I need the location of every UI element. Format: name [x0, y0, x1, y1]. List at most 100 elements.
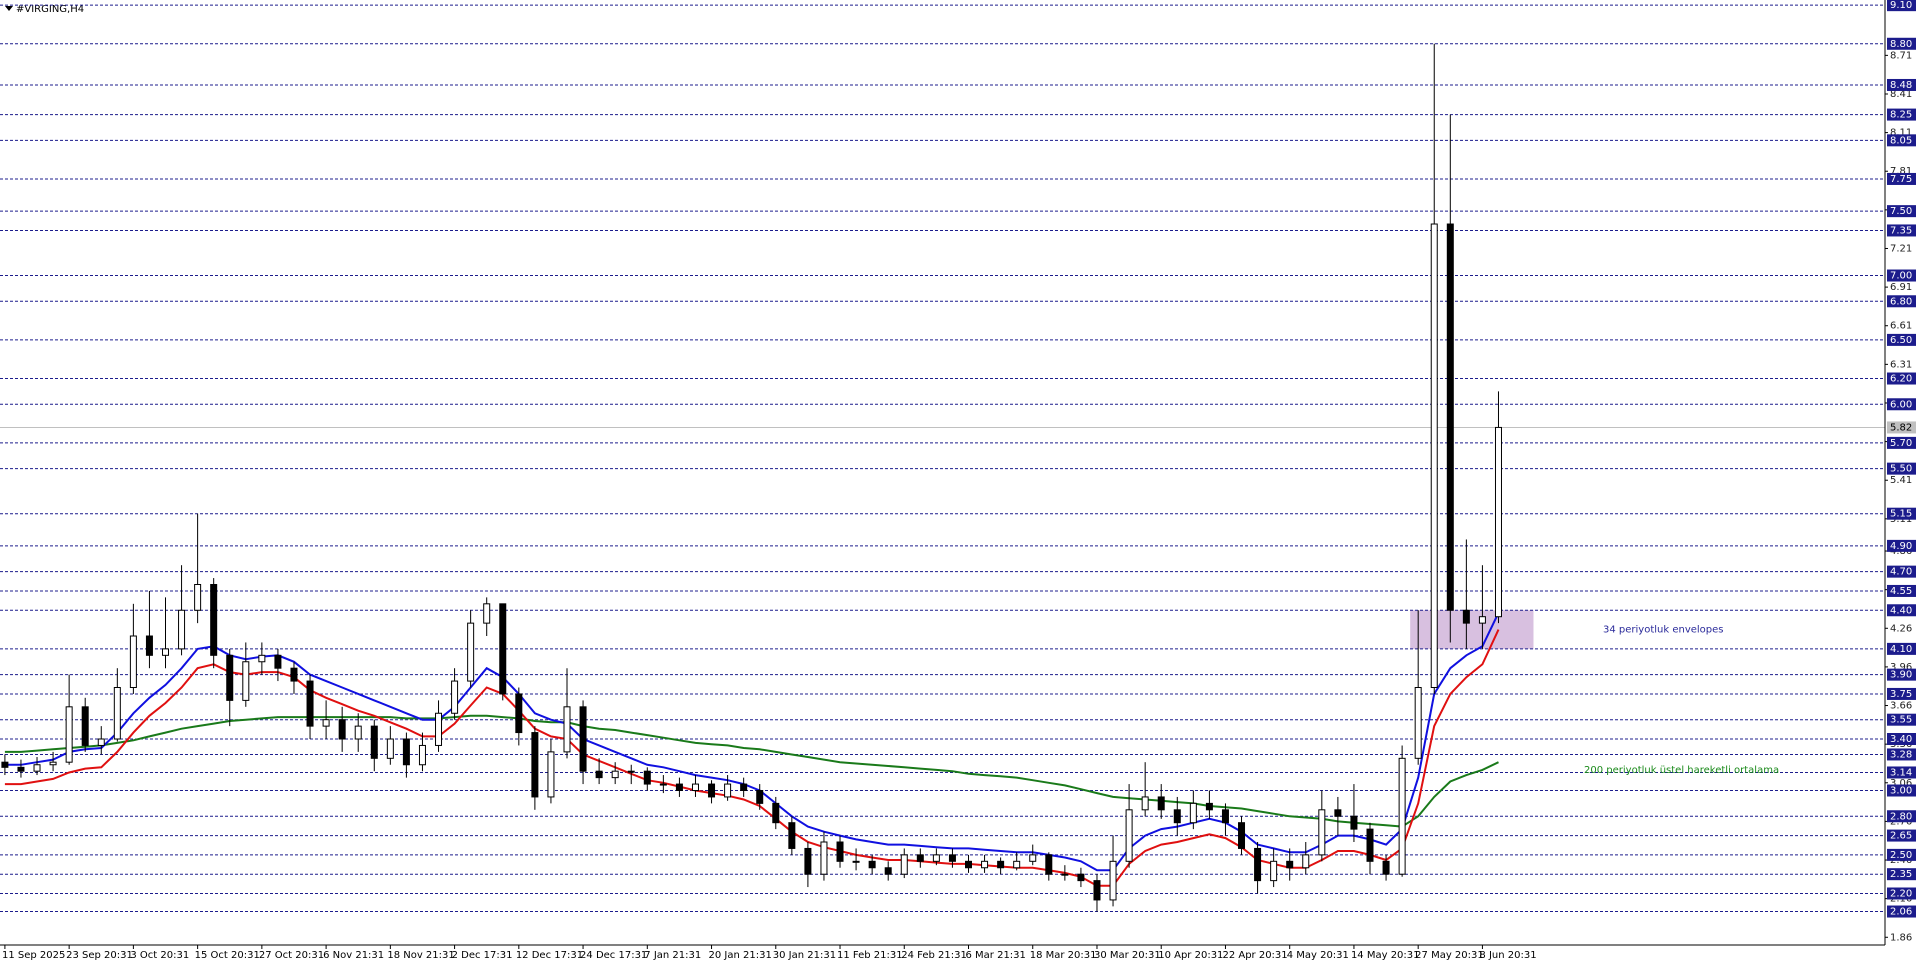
level-label: 4.40 — [1890, 605, 1912, 616]
candle-body — [17, 766, 25, 772]
candle-body — [1077, 873, 1085, 882]
candle-body — [1045, 854, 1053, 875]
current-price-label: 5.82 — [1890, 422, 1912, 433]
candle-body — [354, 725, 362, 740]
level-label-box — [1887, 372, 1916, 385]
candle-body — [900, 854, 908, 875]
candle-body — [1173, 809, 1181, 824]
title-icon — [5, 6, 13, 11]
level-label-box — [1887, 748, 1916, 761]
candle-body — [145, 635, 153, 656]
level-label: 8.48 — [1890, 80, 1912, 91]
level-label-box — [1887, 668, 1916, 681]
level-label: 8.25 — [1890, 110, 1912, 121]
candle-body — [65, 706, 73, 763]
x-tick-label: 6 Nov 21:31 — [323, 950, 384, 961]
candle-body — [820, 841, 828, 875]
candle-body — [1013, 860, 1021, 869]
candle-body — [1157, 796, 1165, 811]
level-label: 2.06 — [1890, 907, 1912, 918]
level-label-box — [1887, 733, 1916, 746]
candle-body — [1430, 223, 1438, 689]
level-label: 5.15 — [1890, 509, 1912, 520]
candle-body — [1382, 860, 1390, 875]
level-label: 6.00 — [1890, 399, 1912, 410]
candle-body — [627, 770, 635, 773]
level-label: 7.35 — [1890, 225, 1912, 236]
x-tick-label: 30 Mar 20:31 — [1094, 950, 1161, 961]
x-tick-label: 11 Sep 2025 — [2, 950, 65, 961]
level-label-box — [1887, 507, 1916, 520]
level-label: 6.50 — [1890, 335, 1912, 346]
candle-body — [1, 761, 9, 768]
candle-body — [997, 860, 1005, 869]
level-label-box — [1887, 604, 1916, 617]
candle-body — [772, 802, 780, 824]
candle-body — [1462, 609, 1470, 624]
level-label-box — [1887, 172, 1916, 185]
candle-body — [1141, 796, 1149, 811]
candle-body — [1238, 822, 1246, 849]
candle-body — [659, 783, 667, 786]
candle-body — [1189, 802, 1197, 824]
level-label: 3.75 — [1890, 689, 1912, 700]
level-label: 2.50 — [1890, 850, 1912, 861]
level-label: 5.70 — [1890, 438, 1912, 449]
level-label-box — [1887, 295, 1916, 308]
candle-body — [579, 706, 587, 772]
level-label: 3.28 — [1890, 749, 1912, 760]
candle-body — [210, 584, 218, 656]
candle-body — [708, 783, 716, 798]
level-label: 4.70 — [1890, 567, 1912, 578]
level-label: 3.55 — [1890, 715, 1912, 726]
candle-body — [418, 744, 426, 766]
candle-body — [1366, 828, 1374, 862]
candle-body — [724, 783, 732, 798]
level-label-box — [1887, 269, 1916, 282]
x-tick-label: 22 Apr 20:31 — [1222, 950, 1287, 961]
candle-body — [547, 751, 555, 798]
x-tick-label: 23 Sep 20:31 — [66, 950, 133, 961]
x-tick-label: 7 Jan 21:31 — [644, 950, 701, 961]
candle-body — [178, 609, 186, 650]
candle-body — [948, 854, 956, 862]
candle-body — [1398, 757, 1406, 875]
candle-body — [756, 790, 764, 804]
candle-body — [1302, 854, 1310, 869]
x-tick-label: 15 Oct 20:31 — [195, 950, 260, 961]
candle-body — [1478, 616, 1486, 624]
level-label-box — [1887, 539, 1916, 552]
x-tick-label: 24 Feb 21:31 — [901, 950, 967, 961]
candle-body — [1205, 802, 1213, 811]
y-tick-label: 3.96 — [1890, 662, 1912, 673]
candle-body — [836, 841, 844, 862]
y-tick-label: 3.66 — [1890, 701, 1912, 712]
moving-average-line — [4, 629, 1500, 887]
annotation: 200 periyotluk üstel hareketli ortalama — [1584, 765, 1779, 776]
level-label: 4.10 — [1890, 644, 1912, 655]
x-tick-label: 8 Jun 20:31 — [1479, 950, 1536, 961]
moving-average-line — [4, 714, 1499, 828]
candle-body — [1029, 854, 1037, 862]
candle-body — [563, 706, 571, 753]
level-label-box — [1887, 766, 1916, 779]
level-label-box — [1887, 784, 1916, 797]
candle-body — [515, 693, 523, 734]
x-tick-label: 2 Dec 17:31 — [452, 950, 513, 961]
y-tick-label: 7.21 — [1890, 243, 1912, 254]
y-tick-label: 8.71 — [1890, 50, 1912, 61]
candle-body — [290, 667, 298, 682]
candle-body — [306, 680, 314, 727]
candle-body — [1494, 426, 1502, 618]
candle-body — [81, 706, 89, 746]
level-label: 7.00 — [1890, 271, 1912, 282]
level-label-box — [1887, 642, 1916, 655]
x-tick-label: 6 Mar 21:31 — [966, 950, 1026, 961]
level-label: 6.20 — [1890, 374, 1912, 385]
candle-body — [1109, 860, 1117, 901]
level-label-box — [1887, 398, 1916, 411]
x-tick-label: 18 Mar 20:31 — [1030, 950, 1097, 961]
candle-body — [242, 661, 250, 701]
candle-body — [258, 654, 266, 663]
